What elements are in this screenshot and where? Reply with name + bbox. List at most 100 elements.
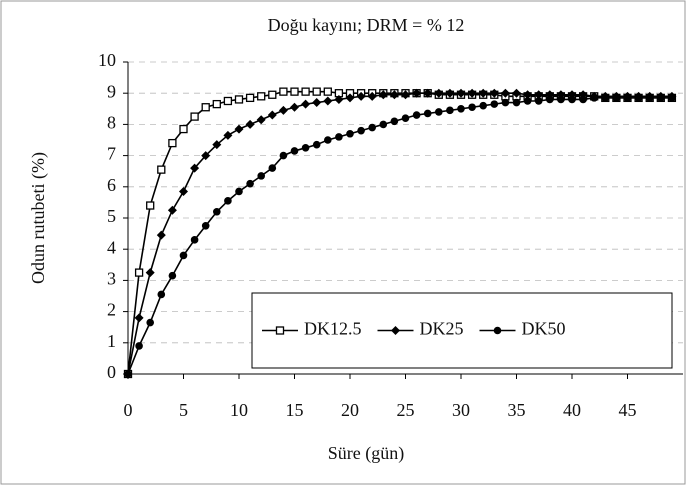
x-tick-label: 10 bbox=[230, 400, 248, 420]
marker bbox=[146, 201, 155, 210]
marker bbox=[590, 94, 598, 102]
marker bbox=[512, 98, 521, 107]
marker bbox=[323, 87, 332, 96]
marker bbox=[546, 95, 554, 104]
legend-label: DK50 bbox=[522, 319, 566, 339]
marker bbox=[213, 207, 221, 216]
marker bbox=[246, 179, 254, 188]
y-axis-label: Odun rutubeti (%) bbox=[28, 152, 49, 284]
marker bbox=[390, 117, 399, 126]
marker bbox=[412, 111, 421, 119]
marker bbox=[335, 133, 343, 141]
legend-label: DK12.5 bbox=[304, 319, 362, 339]
marker bbox=[278, 105, 288, 115]
marker bbox=[190, 236, 199, 244]
marker bbox=[468, 103, 476, 112]
marker bbox=[279, 87, 288, 96]
x-tick-label: 0 bbox=[124, 400, 133, 420]
y-tick-label: 9 bbox=[107, 81, 116, 101]
marker bbox=[201, 151, 211, 161]
y-tick-label: 1 bbox=[107, 331, 116, 351]
marker bbox=[657, 94, 665, 102]
marker bbox=[212, 140, 222, 150]
marker bbox=[391, 326, 400, 335]
marker bbox=[345, 93, 355, 103]
marker bbox=[467, 88, 477, 98]
marker bbox=[145, 268, 155, 278]
marker bbox=[501, 98, 510, 107]
marker bbox=[245, 93, 255, 103]
x-tick-label: 40 bbox=[563, 400, 581, 420]
marker bbox=[523, 90, 533, 100]
marker bbox=[500, 88, 510, 98]
marker bbox=[557, 95, 565, 104]
marker bbox=[157, 290, 166, 299]
marker bbox=[168, 138, 177, 148]
marker bbox=[224, 197, 232, 205]
y-tick-label: 6 bbox=[107, 175, 116, 195]
x-tick-label: 5 bbox=[179, 400, 188, 420]
marker bbox=[568, 95, 576, 104]
marker bbox=[534, 90, 544, 100]
marker bbox=[412, 88, 422, 98]
marker bbox=[223, 130, 233, 140]
marker bbox=[156, 230, 166, 240]
marker bbox=[235, 187, 243, 196]
chart-title: Doğu kayını; DRM = % 12 bbox=[268, 15, 465, 35]
marker bbox=[290, 102, 299, 112]
marker bbox=[434, 88, 444, 98]
marker bbox=[457, 105, 465, 113]
marker bbox=[401, 114, 410, 122]
marker bbox=[478, 88, 488, 98]
marker bbox=[146, 318, 154, 327]
marker bbox=[179, 124, 188, 134]
marker bbox=[275, 326, 285, 335]
marker bbox=[389, 90, 399, 100]
marker bbox=[312, 98, 322, 108]
y-tick-label: 10 bbox=[98, 50, 116, 70]
marker bbox=[234, 95, 244, 104]
marker bbox=[445, 88, 455, 98]
marker bbox=[368, 123, 377, 132]
marker bbox=[489, 88, 499, 98]
marker bbox=[201, 103, 210, 112]
marker bbox=[234, 124, 244, 134]
marker bbox=[378, 90, 388, 100]
marker bbox=[534, 97, 543, 105]
marker bbox=[256, 115, 266, 125]
marker bbox=[134, 268, 144, 277]
marker bbox=[523, 97, 532, 105]
marker bbox=[668, 94, 676, 102]
marker bbox=[268, 90, 277, 99]
marker bbox=[423, 109, 432, 118]
marker bbox=[579, 95, 587, 104]
y-tick-label: 4 bbox=[107, 237, 116, 257]
x-tick-label: 15 bbox=[286, 400, 304, 420]
y-tick-label: 5 bbox=[107, 206, 116, 226]
marker bbox=[168, 271, 177, 280]
y-tick-label: 0 bbox=[107, 362, 116, 382]
y-tick-label: 3 bbox=[107, 269, 116, 289]
marker bbox=[245, 119, 255, 129]
x-tick-label: 20 bbox=[341, 400, 359, 420]
x-axis-label: Süre (gün) bbox=[328, 443, 404, 464]
marker bbox=[190, 112, 199, 121]
y-tick-label: 2 bbox=[107, 300, 116, 320]
x-tick-label: 45 bbox=[619, 400, 637, 420]
marker bbox=[190, 163, 200, 173]
marker bbox=[301, 99, 311, 109]
marker bbox=[645, 94, 654, 102]
marker bbox=[324, 136, 332, 144]
marker bbox=[301, 144, 310, 152]
marker bbox=[135, 342, 143, 350]
marker bbox=[323, 96, 333, 106]
marker bbox=[356, 91, 366, 101]
x-tick-label: 35 bbox=[508, 400, 526, 420]
marker bbox=[334, 94, 344, 104]
marker bbox=[493, 326, 502, 335]
marker bbox=[612, 94, 621, 102]
marker bbox=[312, 140, 321, 149]
marker bbox=[124, 370, 132, 378]
